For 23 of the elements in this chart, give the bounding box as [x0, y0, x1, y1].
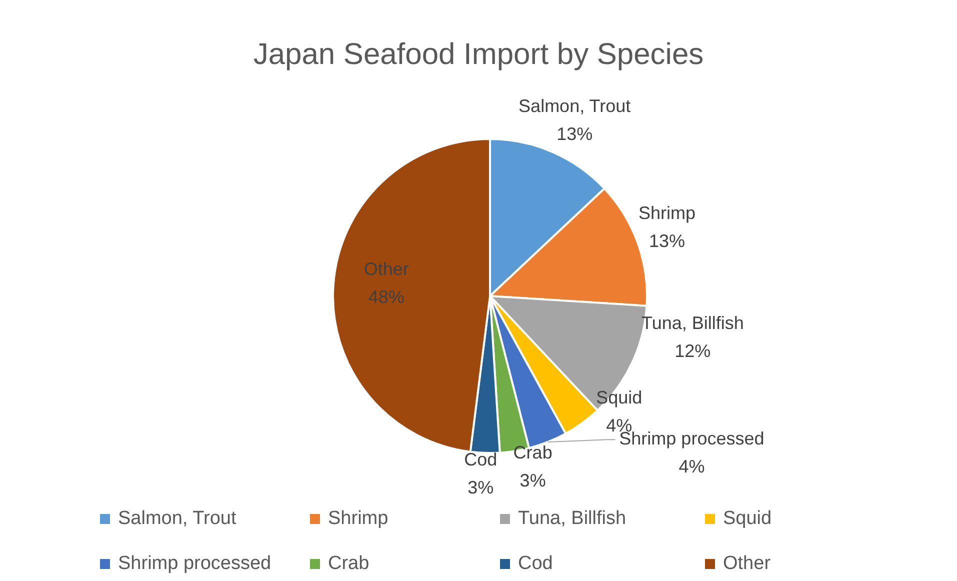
data-label: 13% — [556, 124, 593, 144]
slice-label: Squid — [596, 387, 642, 408]
slice-label: Other — [364, 258, 409, 279]
legend-label: Other — [723, 553, 771, 575]
data-label: 3% — [520, 470, 546, 491]
data-label: 12% — [674, 340, 711, 361]
legend-label: Squid — [723, 508, 772, 530]
data-label: 13% — [648, 231, 686, 252]
legend-label: Shrimp — [328, 508, 388, 530]
legend-label: Tuna, Billfish — [518, 508, 626, 530]
data-label: 48% — [368, 286, 404, 307]
legend-label: Crab — [328, 553, 370, 575]
legend-label: Shrimp processed — [118, 553, 272, 575]
chart-title: Japan Seafood Import by Species — [252, 38, 705, 72]
slice-label: Salmon, Trout — [518, 96, 631, 116]
legend-label: Cod — [518, 553, 553, 575]
data-label: 3% — [468, 477, 494, 498]
data-label: 4% — [678, 456, 705, 477]
slice-label: Cod — [464, 449, 498, 470]
slice-label: Tuna, Billfish — [641, 312, 744, 333]
slice-label: Shrimp — [638, 203, 696, 224]
slice-label: Crab — [513, 442, 552, 463]
legend-label: Salmon, Trout — [118, 508, 236, 530]
